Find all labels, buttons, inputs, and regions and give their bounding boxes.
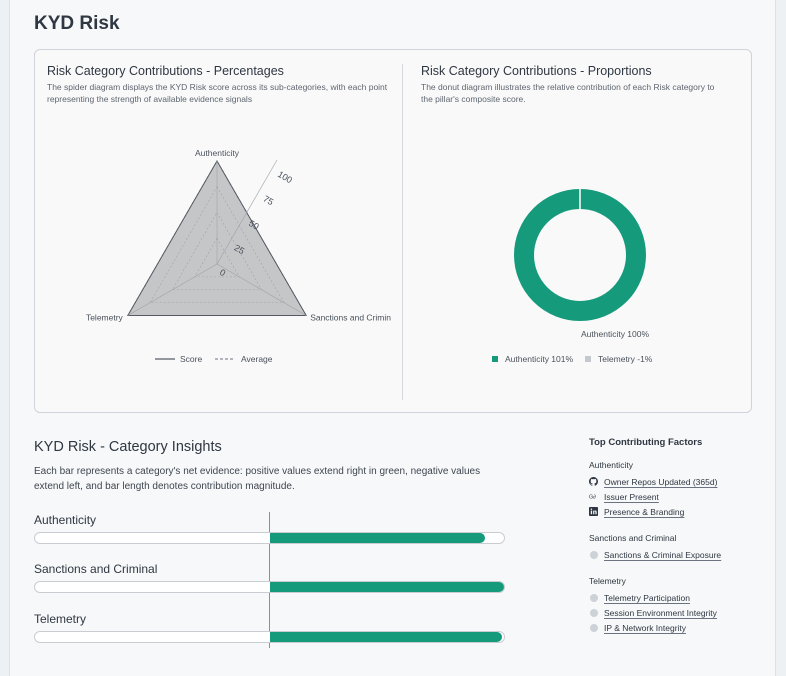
spider-chart-description: The spider diagram displays the KYD Risk… xyxy=(47,82,388,104)
factor-item[interactable]: Telemetry Participation xyxy=(589,590,769,605)
dot-icon xyxy=(589,623,598,632)
legend-label-authenticity: Authenticity 101% xyxy=(505,354,574,364)
factor-group-authenticity: Authenticity Owner Repos Updated (365d) … xyxy=(589,460,769,519)
donut-legend: Authenticity 101% Telemetry -1% xyxy=(492,354,652,364)
bar-fill-authenticity xyxy=(270,533,486,543)
factor-link[interactable]: Presence & Branding xyxy=(604,506,685,517)
spider-axis-label: Telemetry xyxy=(86,313,124,323)
dot-icon xyxy=(589,550,598,559)
spider-chart-title: Risk Category Contributions - Percentage… xyxy=(47,64,284,78)
charts-card: Risk Category Contributions - Percentage… xyxy=(34,49,752,413)
insights-description: Each bar represents a category's net evi… xyxy=(34,466,481,492)
spider-axis-label: Sanctions and Crimin xyxy=(310,313,391,323)
page-title: KYD Risk xyxy=(34,13,120,34)
factor-link[interactable]: Issuer Present xyxy=(604,491,659,502)
factor-group-title: Telemetry xyxy=(589,576,626,586)
spider-legend: Score Average xyxy=(155,354,273,364)
bar-track-authenticity xyxy=(34,532,505,544)
factor-item[interactable]: Owner Repos Updated (365d) xyxy=(589,474,769,489)
factor-link[interactable]: IP & Network Integrity xyxy=(604,622,687,633)
top-contributing-factors: Top Contributing Factors Authenticity Ow… xyxy=(589,437,769,649)
donut-slice-authenticity xyxy=(514,189,646,321)
dot-icon xyxy=(589,593,598,602)
spider-tick-label: 25 xyxy=(233,243,247,257)
spider-grid-ring xyxy=(171,211,263,291)
factor-item[interactable]: Sanctions & Criminal Exposure xyxy=(589,547,769,562)
donut-chart xyxy=(514,189,646,321)
spider-average-polygon xyxy=(127,160,307,316)
factor-link[interactable]: Telemetry Participation xyxy=(604,592,690,603)
factor-group-telemetry: Telemetry Telemetry Participation Sessio… xyxy=(589,576,769,635)
average-legend-label: Average xyxy=(241,354,273,364)
factor-link[interactable]: Session Environment Integrity xyxy=(604,607,717,618)
factor-link[interactable]: Owner Repos Updated (365d) xyxy=(604,476,718,487)
insights-title: KYD Risk - Category Insights xyxy=(34,439,222,455)
bar-label-authenticity: Authenticity xyxy=(34,513,97,527)
spider-tick-label: 100 xyxy=(276,169,294,185)
spider-tick-axis xyxy=(216,159,278,265)
score-legend-label: Score xyxy=(180,354,202,364)
spider-axis-line xyxy=(216,263,307,316)
svg-text:G∂: G∂ xyxy=(589,494,596,500)
donut-chart-title: Risk Category Contributions - Proportion… xyxy=(421,64,652,78)
bar-fill-telemetry xyxy=(270,632,502,642)
linkedin-icon xyxy=(589,507,598,516)
bar-fill-sanctions xyxy=(270,582,504,592)
panel-divider xyxy=(402,64,403,400)
legend-swatch-telemetry xyxy=(585,356,592,362)
issuer-icon: G∂ xyxy=(589,492,598,501)
factor-item[interactable]: IP & Network Integrity xyxy=(589,620,769,635)
bar-label-sanctions: Sanctions and Criminal xyxy=(34,562,158,576)
spider-tick-label: 75 xyxy=(262,194,276,208)
spider-tick-label: 50 xyxy=(247,218,261,232)
donut-chart-description: The donut diagram illustrates the relati… xyxy=(421,82,715,104)
page-container: KYD Risk Risk Category Contributions - P… xyxy=(9,0,776,676)
factor-item[interactable]: Presence & Branding xyxy=(589,504,769,519)
spider-grid-ring xyxy=(149,186,285,303)
dot-icon xyxy=(589,608,598,617)
github-icon xyxy=(589,477,598,486)
spider-axis-line xyxy=(127,263,218,316)
bar-track-telemetry xyxy=(34,631,505,643)
factors-title: Top Contributing Factors xyxy=(589,437,703,448)
bar-label-telemetry: Telemetry xyxy=(34,612,87,626)
factor-group-title: Sanctions and Criminal xyxy=(589,533,677,543)
factor-group-title: Authenticity xyxy=(589,460,633,470)
legend-swatch-authenticity xyxy=(492,356,498,362)
factor-group-sanctions: Sanctions and Criminal Sanctions & Crimi… xyxy=(589,533,769,562)
factor-item[interactable]: G∂ Issuer Present xyxy=(589,489,769,504)
spider-tick-label: 0 xyxy=(218,267,227,278)
factor-link[interactable]: Sanctions & Criminal Exposure xyxy=(604,549,722,560)
spider-axis-label: Authenticity xyxy=(195,148,240,158)
bar-zero-line xyxy=(269,512,270,648)
donut-slice-label: Authenticity 100% xyxy=(581,329,650,339)
legend-label-telemetry: Telemetry -1% xyxy=(598,354,653,364)
bar-track-sanctions xyxy=(34,581,505,593)
factor-item[interactable]: Session Environment Integrity xyxy=(589,605,769,620)
